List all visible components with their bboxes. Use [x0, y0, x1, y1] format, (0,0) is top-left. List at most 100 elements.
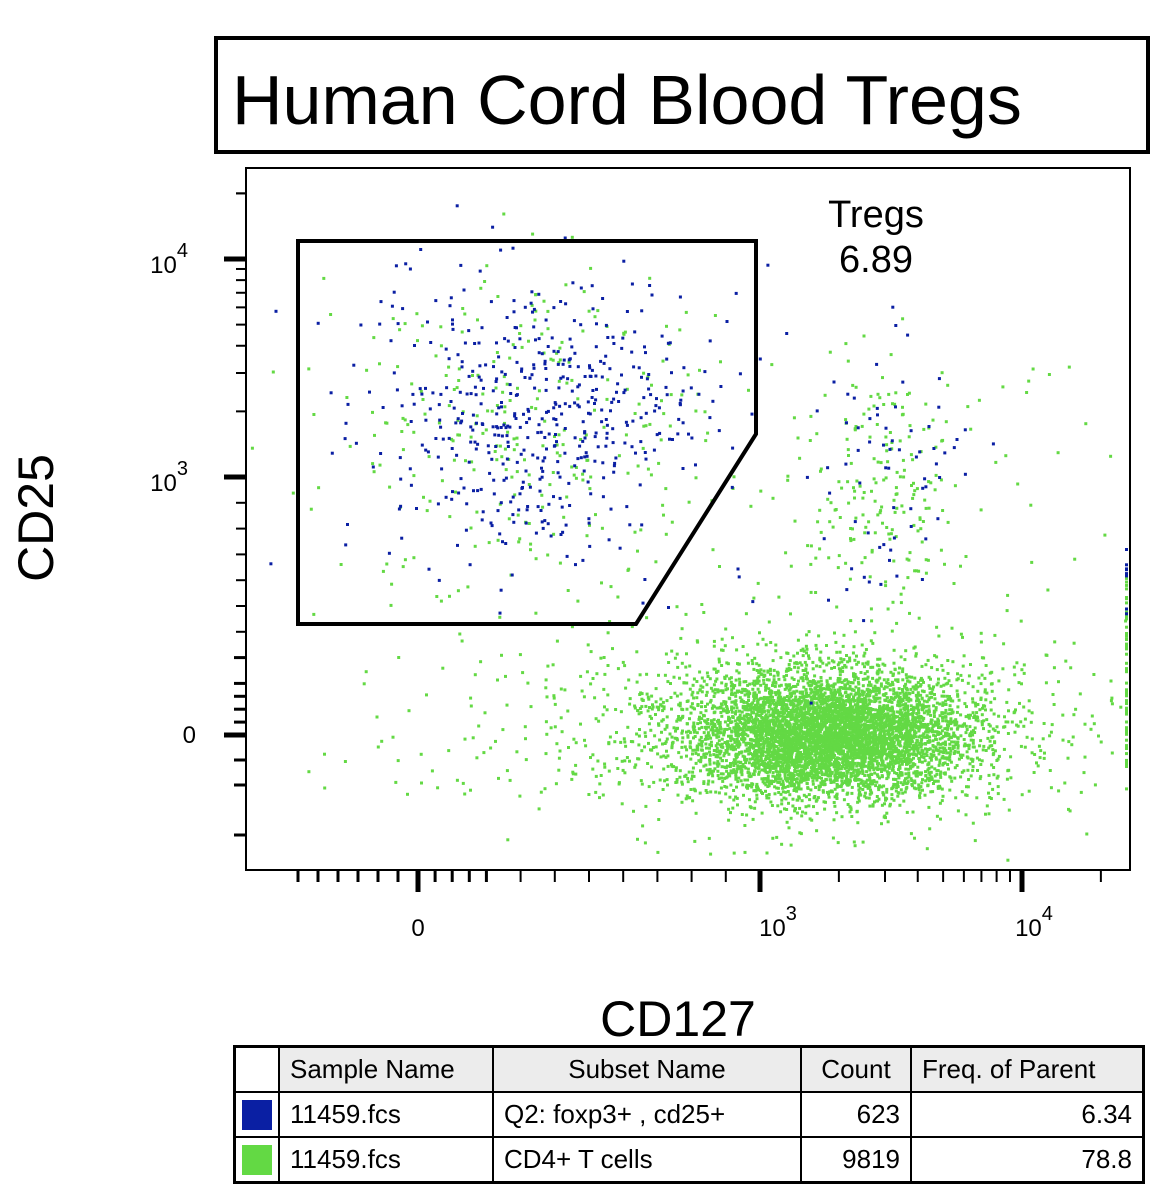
data-point [938, 737, 942, 741]
data-point [744, 719, 748, 723]
data-point [717, 660, 721, 664]
data-point [880, 775, 884, 779]
data-point [681, 736, 685, 740]
data-point [816, 796, 820, 800]
data-point [881, 760, 885, 764]
chart-title: Human Cord Blood Tregs [232, 61, 1022, 139]
data-point [750, 785, 754, 789]
data-point [755, 713, 759, 716]
data-point [768, 728, 771, 732]
data-point [656, 752, 660, 756]
data-point [830, 659, 834, 663]
data-point [779, 744, 783, 748]
data-point [878, 700, 882, 704]
data-point [804, 738, 808, 742]
data-point [918, 715, 922, 719]
data-point [903, 692, 906, 696]
data-point [733, 740, 737, 744]
data-point [845, 761, 849, 765]
data-point [752, 711, 756, 715]
data-point [797, 760, 801, 764]
data-point [933, 730, 937, 734]
data-point [872, 749, 876, 753]
data-point [836, 716, 839, 720]
data-point [846, 753, 850, 757]
data-point [903, 658, 907, 662]
data-point [741, 687, 745, 691]
data-point [758, 789, 762, 792]
data-point [841, 717, 845, 721]
data-point [939, 684, 943, 688]
data-point [850, 722, 853, 726]
data-point [917, 720, 921, 724]
data-point [789, 755, 793, 759]
data-point [734, 712, 737, 716]
data-point [785, 651, 789, 655]
data-point [723, 776, 727, 780]
data-point [813, 745, 817, 749]
data-point [881, 710, 885, 714]
data-point [949, 720, 953, 723]
data-point [890, 700, 894, 704]
data-point [780, 798, 784, 802]
data-point [924, 747, 927, 751]
data-point [976, 719, 980, 723]
data-point [777, 710, 781, 714]
data-point [727, 743, 731, 747]
data-point [969, 713, 972, 717]
data-point [798, 831, 802, 835]
data-point [874, 721, 878, 725]
data-point [869, 790, 873, 794]
data-point [685, 730, 688, 734]
data-point [920, 715, 924, 719]
data-point [803, 750, 806, 754]
data-point [753, 763, 757, 767]
data-point [708, 762, 712, 766]
data-point [889, 696, 893, 699]
data-point [858, 726, 862, 730]
data-point [849, 719, 853, 723]
data-point [734, 733, 738, 737]
data-point [702, 752, 706, 756]
data-point [896, 715, 899, 719]
data-point [811, 710, 815, 714]
data-point [826, 709, 830, 713]
data-point [736, 780, 740, 784]
data-point [779, 753, 783, 757]
data-point [871, 676, 875, 680]
data-point [874, 686, 878, 690]
data-point [857, 799, 861, 803]
data-point [838, 669, 842, 673]
data-point [903, 757, 907, 761]
data-point [825, 706, 829, 710]
data-point [1002, 725, 1006, 729]
data-point [670, 744, 674, 748]
data-point [774, 691, 777, 695]
data-point [820, 683, 824, 687]
data-point [675, 652, 679, 656]
data-point [732, 738, 736, 742]
data-point [781, 697, 785, 701]
data-point [734, 773, 738, 777]
data-point [933, 774, 937, 778]
data-point [759, 714, 763, 718]
data-point [743, 758, 747, 762]
data-point [914, 687, 918, 691]
data-point [789, 686, 793, 690]
data-point [767, 784, 771, 788]
data-point [871, 763, 875, 767]
data-point [903, 714, 907, 718]
data-point [829, 757, 833, 761]
data-point [920, 723, 924, 727]
data-point [737, 766, 741, 770]
data-point [691, 799, 695, 803]
data-point [775, 716, 778, 720]
data-point [728, 774, 732, 778]
data-point [871, 686, 875, 690]
data-point [905, 810, 909, 814]
data-point [892, 798, 896, 802]
data-point [816, 740, 820, 744]
data-point [869, 766, 873, 770]
data-point [900, 732, 903, 736]
data-point [968, 725, 972, 729]
